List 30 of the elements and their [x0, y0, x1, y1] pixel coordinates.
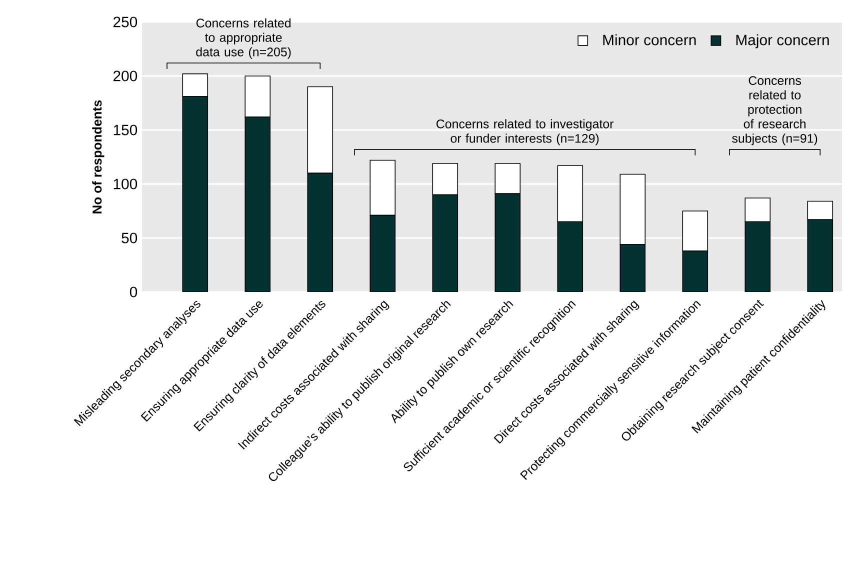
bar — [244, 116, 271, 292]
y-tick-label: 0 — [130, 286, 138, 298]
bar — [432, 163, 458, 196]
y-tick-label: 200 — [113, 70, 138, 82]
y-tick-label: 150 — [114, 124, 138, 136]
bar — [620, 174, 646, 245]
bar — [682, 210, 708, 252]
bar — [182, 96, 208, 292]
bar — [620, 244, 646, 292]
bar — [307, 172, 334, 292]
bar — [494, 193, 521, 292]
annotation: Concerns related to appropriate data use (n=205) — [196, 18, 291, 59]
y-tick-label: 250 — [113, 16, 138, 28]
bar — [744, 221, 771, 292]
bar — [494, 163, 521, 194]
annotation: Concerns related to investigator or funder interests (n=129) — [436, 119, 614, 146]
y-tick-label: 50 — [122, 232, 138, 244]
bar — [557, 165, 584, 222]
bar — [744, 198, 771, 222]
annotation: Concerns related to protection of research subjects (n=91) — [732, 76, 818, 146]
bar — [807, 219, 834, 292]
y-tick-label: 100 — [114, 178, 138, 190]
bar — [432, 194, 458, 292]
bar — [370, 214, 396, 292]
legend-label: Major concern — [736, 34, 829, 48]
y-axis-title: No of respondents — [92, 100, 104, 214]
bar — [370, 160, 396, 216]
bar — [682, 250, 708, 292]
bar — [557, 221, 584, 292]
legend-label: Minor concern — [603, 34, 696, 46]
